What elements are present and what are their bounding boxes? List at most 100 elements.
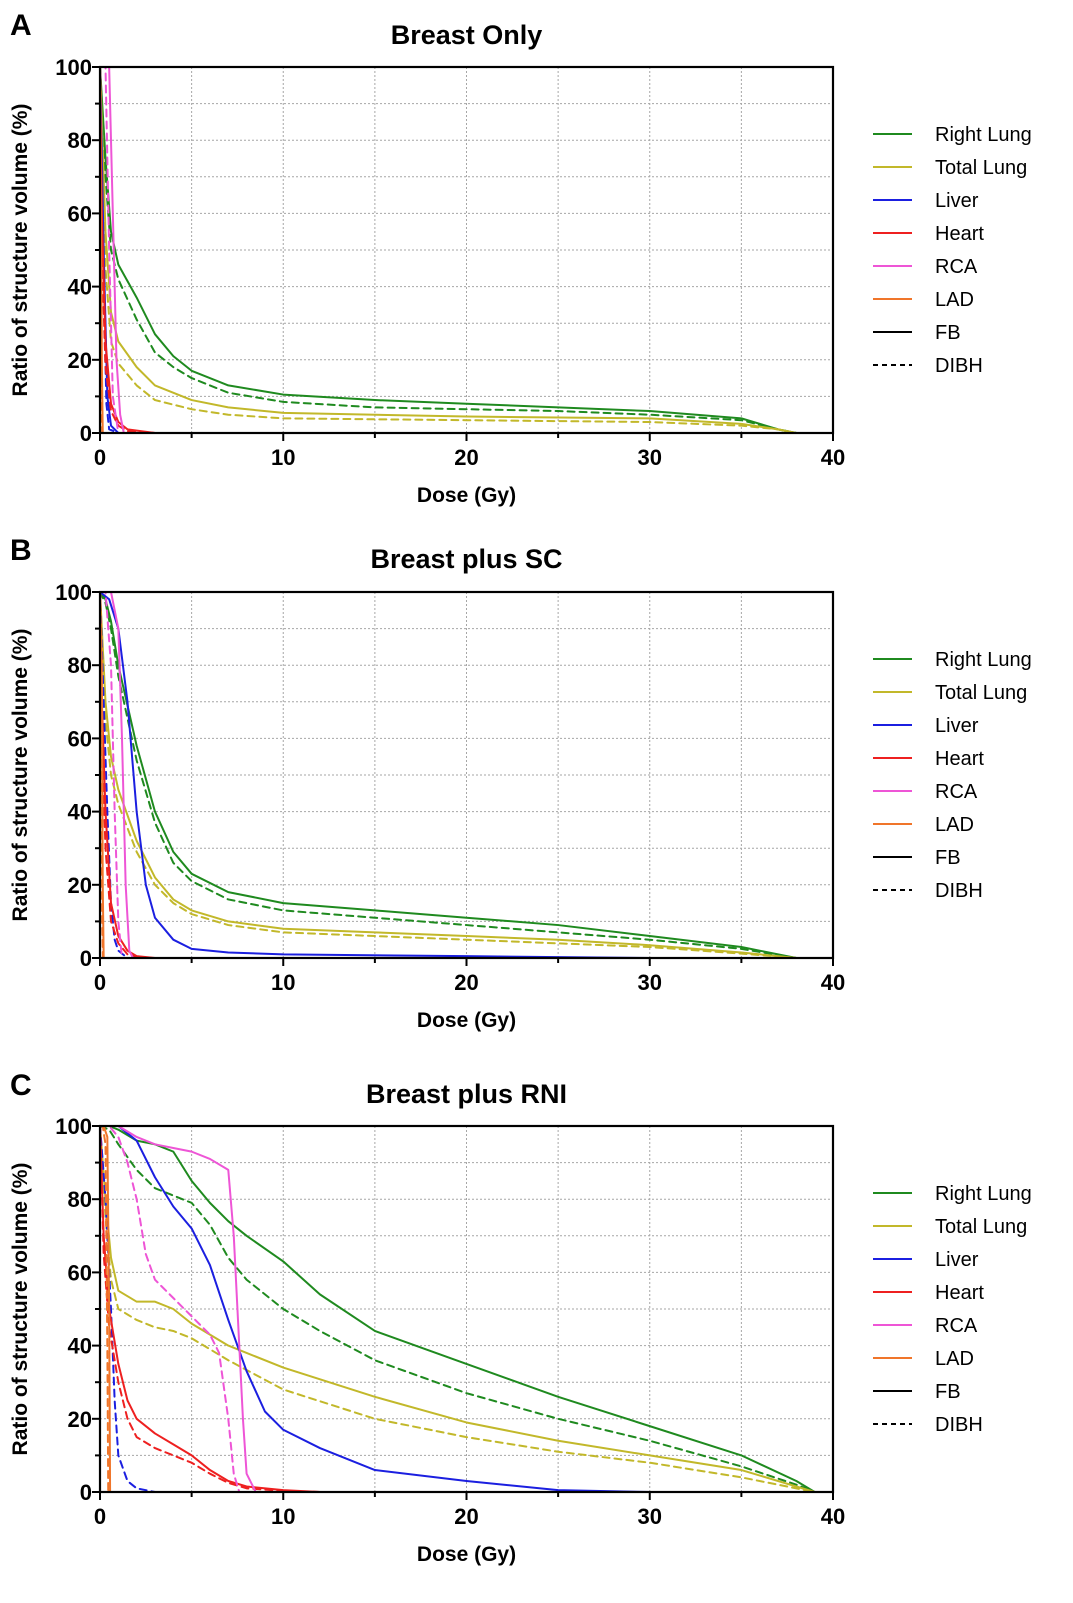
- legend-item-dibh: DIBH: [873, 880, 983, 902]
- series-line-total-lung-dibh: [99, 1125, 816, 1493]
- y-axis-label: Ratio of structure volume (%): [9, 629, 32, 922]
- panel-letter: B: [10, 534, 32, 567]
- chart-title: Breast Only: [391, 20, 543, 50]
- legend-label: FB: [935, 1381, 961, 1403]
- legend-label: Heart: [935, 1282, 984, 1304]
- legend-label: Total Lung: [935, 1216, 1027, 1238]
- legend-label: LAD: [935, 814, 974, 836]
- legend-label: DIBH: [935, 1414, 983, 1436]
- chart-panel-a: A Breast Only 0 10 20 30 40 0 20 40 60 80 100 Dose (G…: [9, 9, 1032, 507]
- series-line-right-lung-dibh: [99, 591, 798, 959]
- legend-item-heart: Heart: [873, 223, 984, 245]
- legend-item-fb: FB: [873, 847, 961, 869]
- axis-ticks: [92, 66, 834, 441]
- legend-label: LAD: [935, 289, 974, 311]
- series-line-rca-fb: [99, 1125, 834, 1493]
- y-tick-label: 80: [68, 1187, 92, 1212]
- legend-label: RCA: [935, 781, 978, 803]
- panel-letter: C: [10, 1069, 32, 1102]
- series-line-total-lung-fb: [99, 66, 798, 434]
- series-line-rca-dibh: [99, 1125, 834, 1493]
- series-line-right-lung-dibh: [99, 66, 798, 434]
- y-tick-label: 0: [80, 946, 92, 971]
- y-axis-label: Ratio of structure volume (%): [9, 1163, 32, 1456]
- y-tick-label: 40: [68, 275, 92, 300]
- x-axis-label: Dose (Gy): [417, 1543, 516, 1566]
- y-tick-label: 20: [68, 873, 92, 898]
- legend-item-right-lung: Right Lung: [873, 124, 1032, 146]
- y-axis-label: Ratio of structure volume (%): [9, 104, 32, 397]
- axis-ticks: [92, 1125, 834, 1500]
- y-tick-label: 0: [80, 421, 92, 446]
- x-tick-label: 10: [271, 1504, 295, 1529]
- x-tick-label: 30: [638, 1504, 662, 1529]
- legend: Right Lung Total Lung Liver Heart RCA LAD FB DI…: [873, 124, 1032, 377]
- legend-label: DIBH: [935, 880, 983, 902]
- legend-item-rca: RCA: [873, 256, 978, 278]
- x-tick-label: 30: [638, 445, 662, 470]
- legend-item-liver: Liver: [873, 1249, 979, 1271]
- legend-item-rca: RCA: [873, 781, 978, 803]
- legend-item-right-lung: Right Lung: [873, 1183, 1032, 1205]
- legend-label: RCA: [935, 1315, 978, 1337]
- x-tick-label: 20: [454, 1504, 478, 1529]
- y-tick-label: 100: [55, 55, 92, 80]
- legend-item-fb: FB: [873, 322, 961, 344]
- x-tick-label: 30: [638, 970, 662, 995]
- series-line-heart-dibh: [99, 66, 834, 434]
- legend-label: Liver: [935, 715, 979, 737]
- y-tick-label: 0: [80, 1480, 92, 1505]
- series-line-rca-fb: [99, 591, 834, 959]
- series-line-heart-fb: [99, 1125, 834, 1493]
- chart-panel-c: C Breast plus RNI 0 10 20 30 40 0 20 40 60 80 100 Dos…: [9, 1069, 1032, 1566]
- legend: Right Lung Total Lung Liver Heart RCA LAD FB DI…: [873, 649, 1032, 902]
- legend-item-total-lung: Total Lung: [873, 1216, 1027, 1238]
- x-tick-label: 0: [94, 445, 106, 470]
- series-line-heart-dibh: [99, 1125, 834, 1493]
- legend-item-dibh: DIBH: [873, 1414, 983, 1436]
- x-tick-label: 10: [271, 970, 295, 995]
- legend-label: Total Lung: [935, 157, 1027, 179]
- series-line-right-lung-dibh: [99, 1125, 816, 1493]
- legend-item-lad: LAD: [873, 289, 974, 311]
- y-tick-label: 100: [55, 1114, 92, 1139]
- legend-label: FB: [935, 322, 961, 344]
- legend-item-right-lung: Right Lung: [873, 649, 1032, 671]
- legend-label: Right Lung: [935, 649, 1032, 671]
- x-tick-label: 40: [821, 970, 845, 995]
- legend-label: Liver: [935, 190, 979, 212]
- legend-item-heart: Heart: [873, 748, 984, 770]
- grid-lines: [100, 67, 833, 433]
- series-line-right-lung-fb: [99, 66, 798, 434]
- y-tick-label: 60: [68, 201, 92, 226]
- legend-label: Right Lung: [935, 124, 1032, 146]
- legend-label: RCA: [935, 256, 978, 278]
- legend-item-total-lung: Total Lung: [873, 682, 1027, 704]
- y-tick-label: 100: [55, 580, 92, 605]
- chart-title: Breast plus SC: [370, 544, 562, 574]
- legend-item-heart: Heart: [873, 1282, 984, 1304]
- legend-label: Heart: [935, 223, 984, 245]
- legend-item-lad: LAD: [873, 1348, 974, 1370]
- grid-lines: [100, 592, 833, 958]
- legend-label: LAD: [935, 1348, 974, 1370]
- x-tick-label: 40: [821, 1504, 845, 1529]
- x-tick-label: 20: [454, 970, 478, 995]
- axis-ticks: [92, 591, 834, 966]
- legend-item-dibh: DIBH: [873, 355, 983, 377]
- legend-label: FB: [935, 847, 961, 869]
- x-axis-label: Dose (Gy): [417, 1009, 516, 1032]
- legend-label: Right Lung: [935, 1183, 1032, 1205]
- x-tick-label: 0: [94, 1504, 106, 1529]
- legend-label: DIBH: [935, 355, 983, 377]
- legend-item-total-lung: Total Lung: [873, 157, 1027, 179]
- legend-item-liver: Liver: [873, 190, 979, 212]
- y-tick-label: 20: [68, 348, 92, 373]
- y-tick-label: 40: [68, 800, 92, 825]
- x-axis-label: Dose (Gy): [417, 484, 516, 507]
- legend-item-fb: FB: [873, 1381, 961, 1403]
- legend-label: Total Lung: [935, 682, 1027, 704]
- y-tick-label: 20: [68, 1407, 92, 1432]
- series-line-liver-fb: [99, 591, 834, 959]
